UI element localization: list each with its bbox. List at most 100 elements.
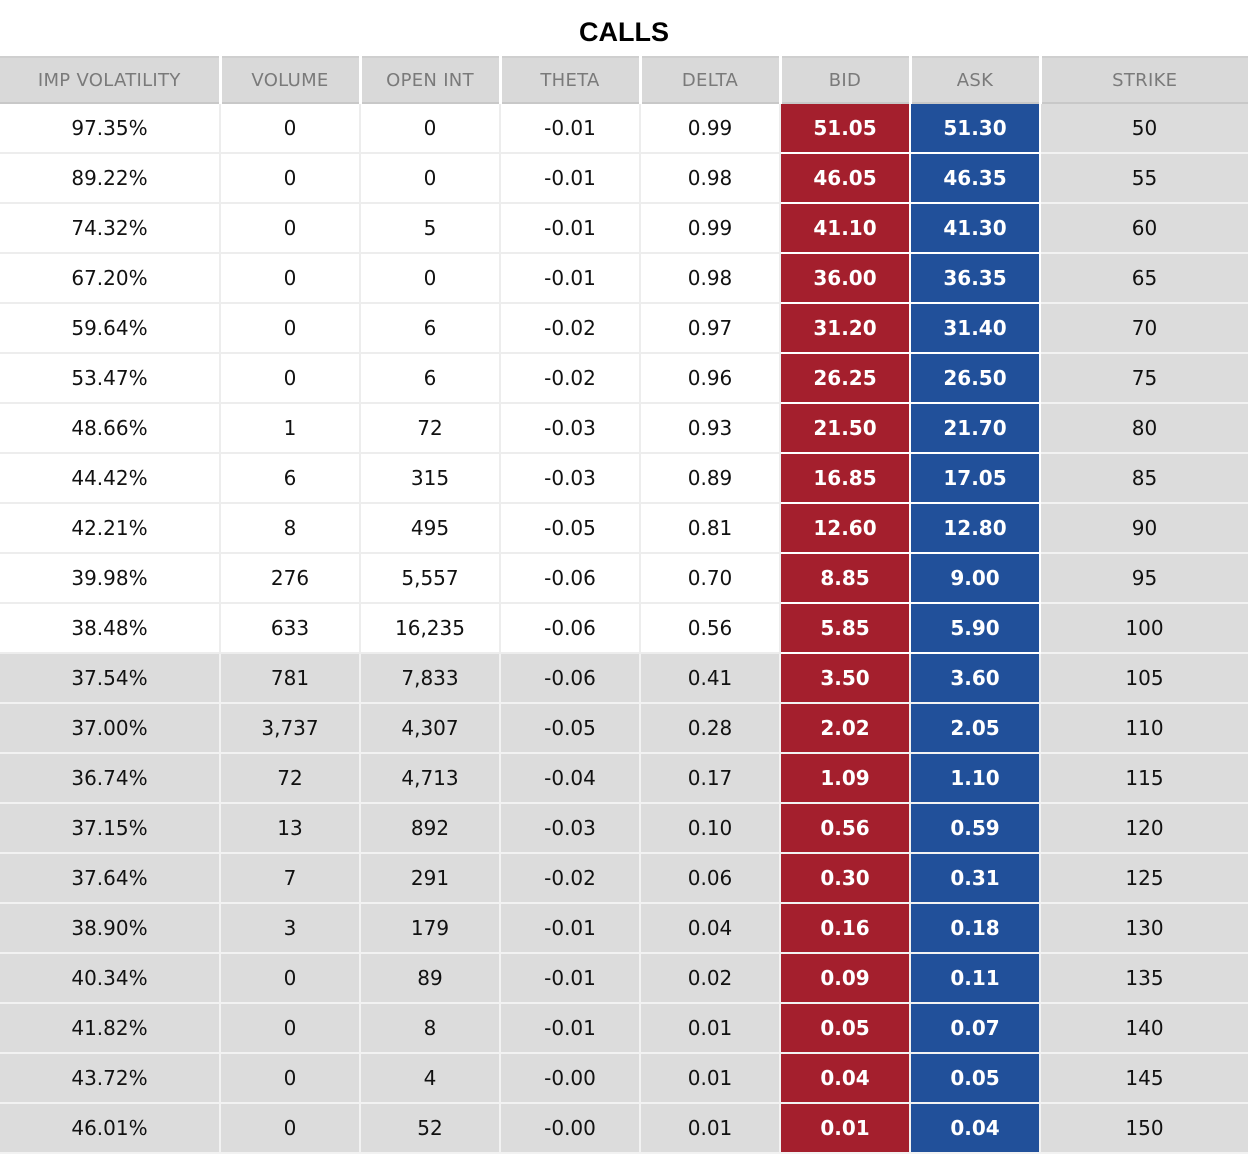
ask-price-cell[interactable]: 21.70 bbox=[910, 403, 1041, 454]
bid-price-cell[interactable]: 31.20 bbox=[780, 303, 911, 354]
bid-price-cell[interactable]: 16.85 bbox=[780, 453, 911, 504]
ask-price-cell[interactable]: 1.10 bbox=[910, 753, 1041, 804]
ask-price-cell[interactable]: 0.18 bbox=[910, 903, 1041, 954]
table-row[interactable]: 40.34% 0 89 -0.01 0.02 0.09 0.11 135 bbox=[0, 953, 1248, 1004]
volume-cell: 3,737 bbox=[220, 703, 361, 754]
bid-price-cell[interactable]: 0.56 bbox=[780, 803, 911, 854]
table-row[interactable]: 37.54% 781 7,833 -0.06 0.41 3.50 3.60 105 bbox=[0, 653, 1248, 704]
bid-price-cell[interactable]: 0.09 bbox=[780, 953, 911, 1004]
table-row[interactable]: 59.64% 0 6 -0.02 0.97 31.20 31.40 70 bbox=[0, 303, 1248, 354]
ask-price-cell[interactable]: 0.07 bbox=[910, 1003, 1041, 1054]
table-header: IMP VOLATILITY VOLUME OPEN INT THETA DEL… bbox=[0, 56, 1248, 104]
table-row[interactable]: 37.15% 13 892 -0.03 0.10 0.56 0.59 120 bbox=[0, 803, 1248, 854]
table-row[interactable]: 38.48% 633 16,235 -0.06 0.56 5.85 5.90 100 bbox=[0, 603, 1248, 654]
ask-price-cell[interactable]: 0.11 bbox=[910, 953, 1041, 1004]
ask-price-cell[interactable]: 12.80 bbox=[910, 503, 1041, 554]
open-int-cell: 4 bbox=[360, 1053, 501, 1104]
theta-cell: -0.01 bbox=[500, 953, 641, 1004]
ask-price-cell[interactable]: 0.59 bbox=[910, 803, 1041, 854]
bid-price-cell[interactable]: 51.05 bbox=[780, 103, 911, 154]
bid-price-cell[interactable]: 3.50 bbox=[780, 653, 911, 704]
ask-price-cell[interactable]: 5.90 bbox=[910, 603, 1041, 654]
col-header-delta[interactable]: DELTA bbox=[640, 56, 782, 104]
table-row[interactable]: 44.42% 6 315 -0.03 0.89 16.85 17.05 85 bbox=[0, 453, 1248, 504]
bid-price-cell[interactable]: 1.09 bbox=[780, 753, 911, 804]
ask-price-cell[interactable]: 36.35 bbox=[910, 253, 1041, 304]
strike-cell: 55 bbox=[1040, 153, 1248, 204]
col-header-volume[interactable]: VOLUME bbox=[220, 56, 362, 104]
ask-price-cell[interactable]: 2.05 bbox=[910, 703, 1041, 754]
strike-cell: 135 bbox=[1040, 953, 1248, 1004]
bid-price-cell[interactable]: 36.00 bbox=[780, 253, 911, 304]
theta-cell: -0.01 bbox=[500, 103, 641, 154]
ask-price-cell[interactable]: 17.05 bbox=[910, 453, 1041, 504]
delta-cell: 0.70 bbox=[640, 553, 781, 604]
volume-cell: 276 bbox=[220, 553, 361, 604]
volume-cell: 0 bbox=[220, 353, 361, 404]
table-row[interactable]: 39.98% 276 5,557 -0.06 0.70 8.85 9.00 95 bbox=[0, 553, 1248, 604]
volume-cell: 0 bbox=[220, 953, 361, 1004]
bid-price-cell[interactable]: 0.04 bbox=[780, 1053, 911, 1104]
ask-price-cell[interactable]: 46.35 bbox=[910, 153, 1041, 204]
bid-price-cell[interactable]: 46.05 bbox=[780, 153, 911, 204]
imp-volatility-cell: 46.01% bbox=[0, 1103, 221, 1154]
bid-price-cell[interactable]: 0.16 bbox=[780, 903, 911, 954]
open-int-cell: 0 bbox=[360, 153, 501, 204]
bid-price-cell[interactable]: 0.30 bbox=[780, 853, 911, 904]
table-row[interactable]: 46.01% 0 52 -0.00 0.01 0.01 0.04 150 bbox=[0, 1103, 1248, 1154]
table-row[interactable]: 42.21% 8 495 -0.05 0.81 12.60 12.80 90 bbox=[0, 503, 1248, 554]
table-row[interactable]: 37.00% 3,737 4,307 -0.05 0.28 2.02 2.05 110 bbox=[0, 703, 1248, 754]
ask-price-cell[interactable]: 51.30 bbox=[910, 103, 1041, 154]
delta-cell: 0.96 bbox=[640, 353, 781, 404]
options-chain-table: IMP VOLATILITY VOLUME OPEN INT THETA DEL… bbox=[0, 56, 1248, 1154]
imp-volatility-cell: 37.00% bbox=[0, 703, 221, 754]
col-header-ask[interactable]: ASK bbox=[910, 56, 1042, 104]
open-int-cell: 6 bbox=[360, 353, 501, 404]
ask-price-cell[interactable]: 0.31 bbox=[910, 853, 1041, 904]
ask-price-cell[interactable]: 41.30 bbox=[910, 203, 1041, 254]
table-row[interactable]: 48.66% 1 72 -0.03 0.93 21.50 21.70 80 bbox=[0, 403, 1248, 454]
ask-price-cell[interactable]: 31.40 bbox=[910, 303, 1041, 354]
table-row[interactable]: 37.64% 7 291 -0.02 0.06 0.30 0.31 125 bbox=[0, 853, 1248, 904]
table-row[interactable]: 41.82% 0 8 -0.01 0.01 0.05 0.07 140 bbox=[0, 1003, 1248, 1054]
ask-price-cell[interactable]: 3.60 bbox=[910, 653, 1041, 704]
bid-price-cell[interactable]: 2.02 bbox=[780, 703, 911, 754]
bid-price-cell[interactable]: 0.05 bbox=[780, 1003, 911, 1054]
bid-price-cell[interactable]: 8.85 bbox=[780, 553, 911, 604]
table-row[interactable]: 67.20% 0 0 -0.01 0.98 36.00 36.35 65 bbox=[0, 253, 1248, 304]
volume-cell: 0 bbox=[220, 1053, 361, 1104]
imp-volatility-cell: 38.48% bbox=[0, 603, 221, 654]
volume-cell: 0 bbox=[220, 1003, 361, 1054]
delta-cell: 0.99 bbox=[640, 103, 781, 154]
delta-cell: 0.01 bbox=[640, 1053, 781, 1104]
ask-price-cell[interactable]: 9.00 bbox=[910, 553, 1041, 604]
table-row[interactable]: 97.35% 0 0 -0.01 0.99 51.05 51.30 50 bbox=[0, 103, 1248, 154]
strike-cell: 85 bbox=[1040, 453, 1248, 504]
strike-cell: 130 bbox=[1040, 903, 1248, 954]
col-header-open-int[interactable]: OPEN INT bbox=[360, 56, 502, 104]
bid-price-cell[interactable]: 26.25 bbox=[780, 353, 911, 404]
ask-price-cell[interactable]: 0.04 bbox=[910, 1103, 1041, 1154]
theta-cell: -0.00 bbox=[500, 1103, 641, 1154]
delta-cell: 0.01 bbox=[640, 1103, 781, 1154]
strike-cell: 80 bbox=[1040, 403, 1248, 454]
volume-cell: 7 bbox=[220, 853, 361, 904]
table-row[interactable]: 36.74% 72 4,713 -0.04 0.17 1.09 1.10 115 bbox=[0, 753, 1248, 804]
table-row[interactable]: 74.32% 0 5 -0.01 0.99 41.10 41.30 60 bbox=[0, 203, 1248, 254]
bid-price-cell[interactable]: 21.50 bbox=[780, 403, 911, 454]
col-header-imp-volatility[interactable]: IMP VOLATILITY bbox=[0, 56, 222, 104]
table-row[interactable]: 43.72% 0 4 -0.00 0.01 0.04 0.05 145 bbox=[0, 1053, 1248, 1104]
table-row[interactable]: 38.90% 3 179 -0.01 0.04 0.16 0.18 130 bbox=[0, 903, 1248, 954]
ask-price-cell[interactable]: 26.50 bbox=[910, 353, 1041, 404]
table-row[interactable]: 53.47% 0 6 -0.02 0.96 26.25 26.50 75 bbox=[0, 353, 1248, 404]
bid-price-cell[interactable]: 12.60 bbox=[780, 503, 911, 554]
col-header-strike[interactable]: STRIKE bbox=[1040, 56, 1248, 104]
ask-price-cell[interactable]: 0.05 bbox=[910, 1053, 1041, 1104]
table-row[interactable]: 89.22% 0 0 -0.01 0.98 46.05 46.35 55 bbox=[0, 153, 1248, 204]
col-header-bid[interactable]: BID bbox=[780, 56, 912, 104]
bid-price-cell[interactable]: 0.01 bbox=[780, 1103, 911, 1154]
bid-price-cell[interactable]: 5.85 bbox=[780, 603, 911, 654]
bid-price-cell[interactable]: 41.10 bbox=[780, 203, 911, 254]
volume-cell: 0 bbox=[220, 153, 361, 204]
col-header-theta[interactable]: THETA bbox=[500, 56, 642, 104]
